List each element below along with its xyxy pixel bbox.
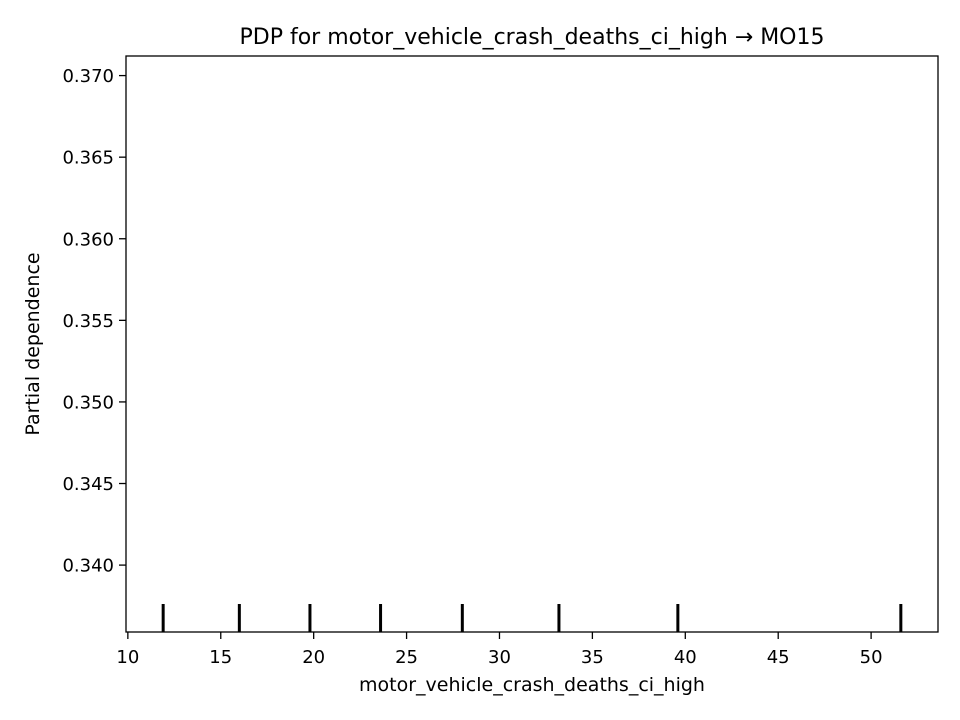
y-tick-label: 0.370	[62, 66, 114, 87]
x-tick-label: 25	[395, 647, 418, 668]
y-tick-label: 0.350	[62, 392, 114, 413]
x-axis: 10 15 20 25 30 35 40 45 50	[116, 632, 883, 668]
y-tick-label: 0.360	[62, 229, 114, 250]
x-tick-label: 15	[209, 647, 232, 668]
y-axis: 0.340 0.345 0.350 0.355 0.360 0.365 0.370	[62, 66, 126, 577]
x-tick-label: 35	[581, 647, 604, 668]
y-tick-label: 0.340	[62, 556, 114, 577]
x-tick-label: 30	[488, 647, 511, 668]
y-axis-label: Partial dependence	[22, 252, 44, 435]
x-tick-label: 40	[674, 647, 697, 668]
x-tick-label: 50	[860, 647, 883, 668]
axes-frame	[125, 55, 939, 633]
rug-marks	[161, 604, 903, 632]
chart-title: PDP for motor_vehicle_crash_deaths_ci_hi…	[239, 25, 824, 50]
y-tick-label: 0.365	[62, 148, 114, 169]
x-axis-label: motor_vehicle_crash_deaths_ci_high	[359, 674, 705, 696]
y-tick-label: 0.355	[62, 311, 114, 332]
y-tick-label: 0.345	[62, 474, 114, 495]
x-tick-label: 20	[302, 647, 325, 668]
x-tick-label: 10	[116, 647, 139, 668]
x-tick-label: 45	[767, 647, 790, 668]
